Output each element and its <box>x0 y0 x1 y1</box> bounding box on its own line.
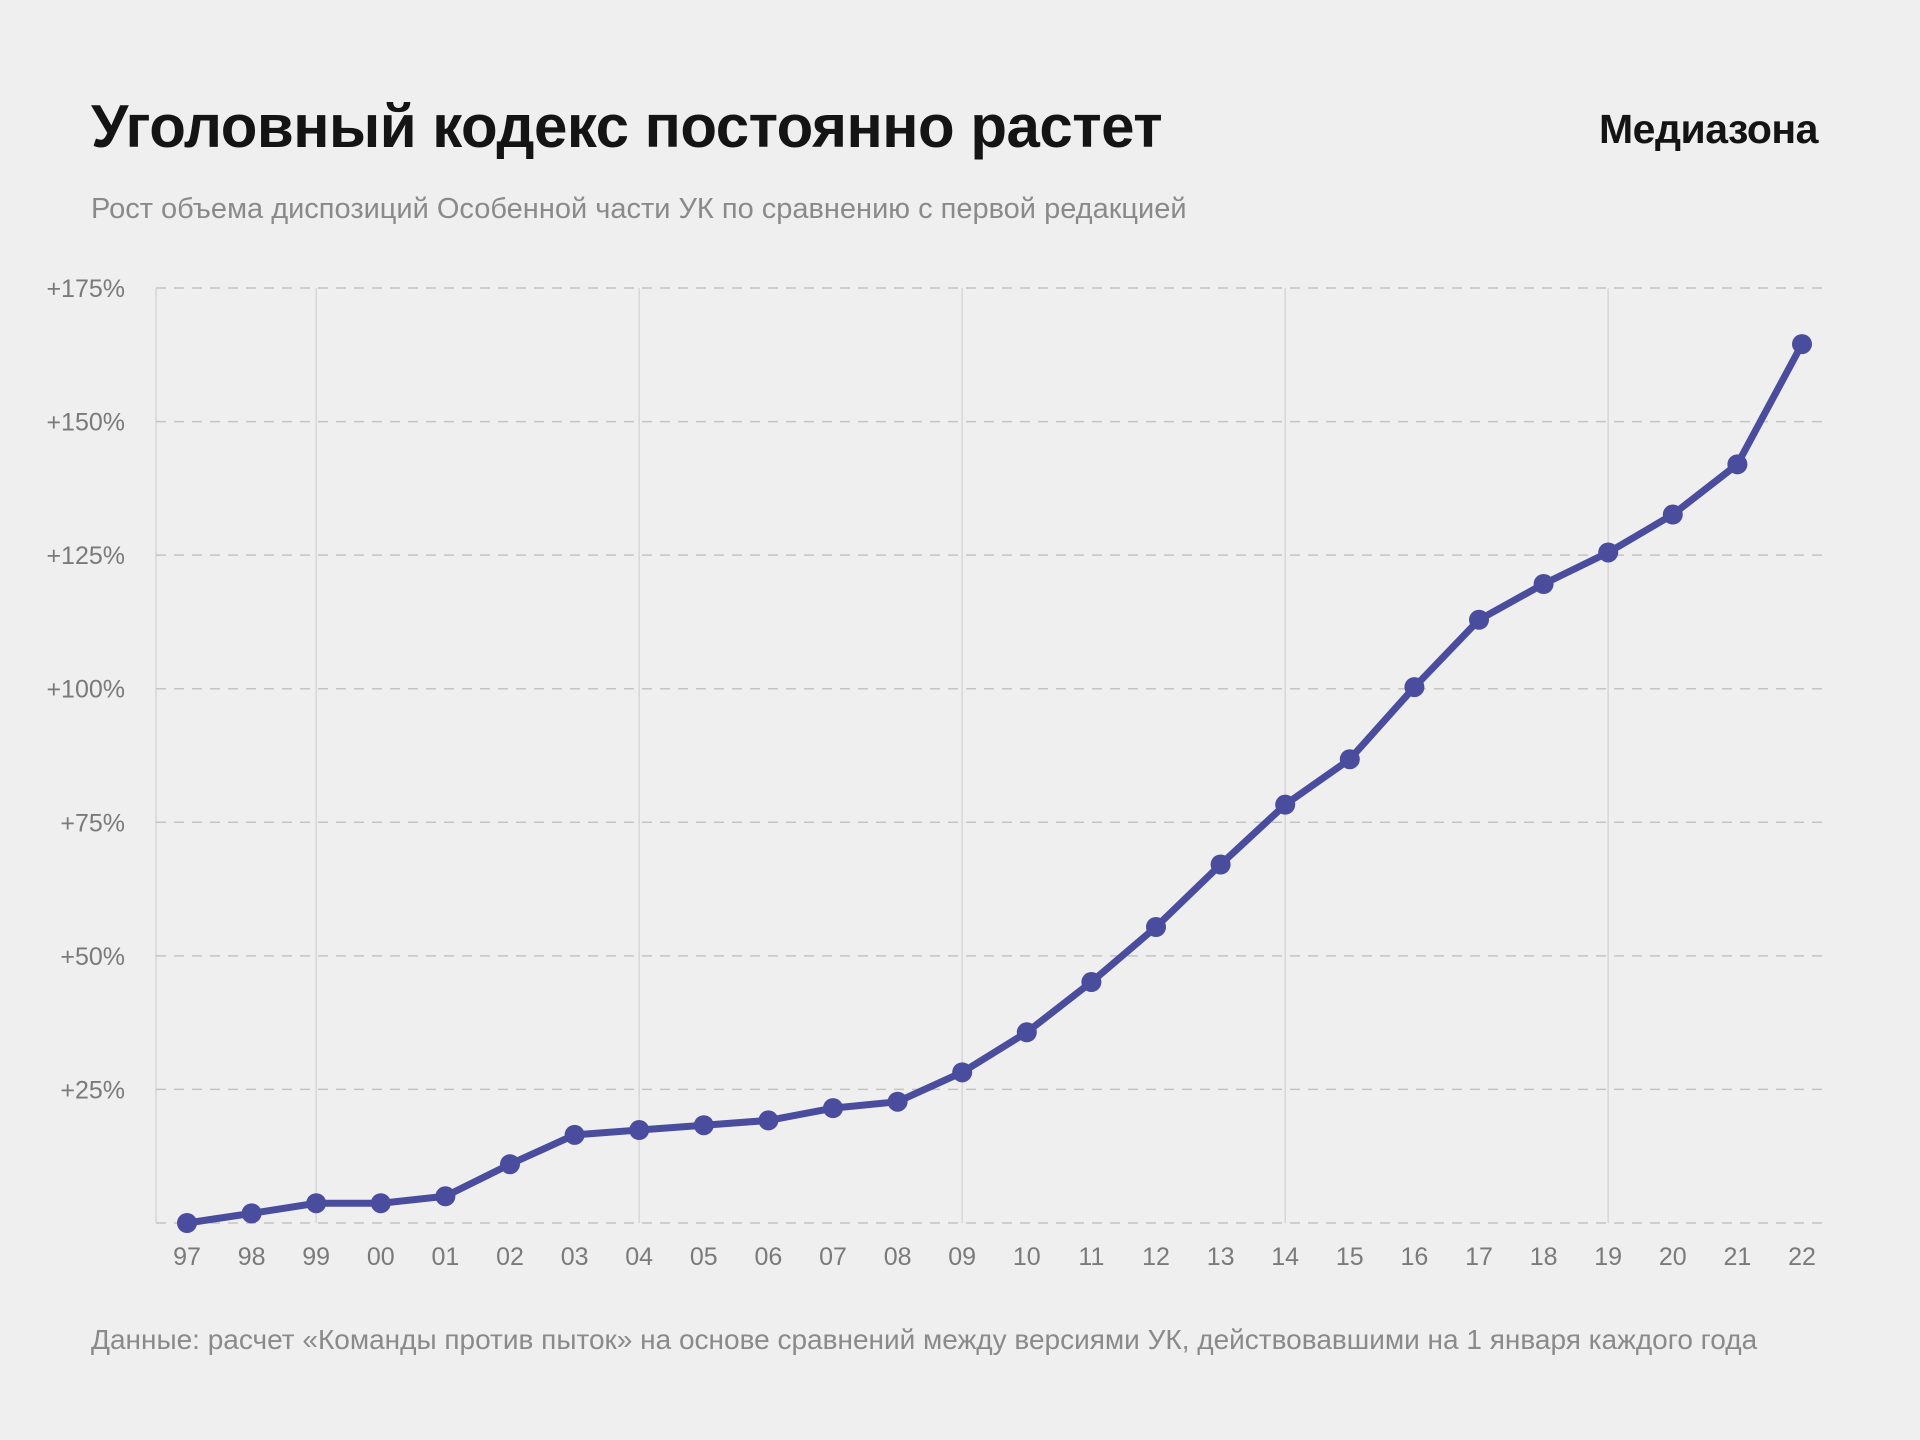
x-tick-label: 08 <box>884 1243 912 1271</box>
data-point-10 <box>1016 1022 1037 1043</box>
data-point-08 <box>887 1091 908 1112</box>
y-tick-label: +175% <box>46 275 125 303</box>
x-tick-label: 04 <box>625 1243 653 1271</box>
data-point-11 <box>1081 972 1102 993</box>
x-tick-label: 99 <box>302 1243 330 1271</box>
y-tick-label: +100% <box>46 676 125 704</box>
data-point-20 <box>1662 504 1683 525</box>
data-point-07 <box>823 1098 843 1119</box>
data-point-15 <box>1339 749 1360 770</box>
data-point-05 <box>693 1115 714 1136</box>
data-point-03 <box>564 1124 585 1145</box>
x-tick-label: 02 <box>496 1243 524 1271</box>
y-tick-label: +150% <box>46 409 125 437</box>
data-point-02 <box>500 1154 520 1175</box>
data-point-21 <box>1727 454 1748 475</box>
x-tick-label: 01 <box>431 1243 459 1271</box>
data-point-13 <box>1210 854 1231 875</box>
x-tick-label: 21 <box>1723 1243 1751 1271</box>
source-note: Данные: расчет «Команды против пыток» на… <box>91 1324 1758 1355</box>
x-tick-label: 10 <box>1013 1243 1041 1271</box>
data-point-01 <box>435 1186 456 1207</box>
data-point-99 <box>306 1193 327 1214</box>
x-tick-label: 14 <box>1271 1243 1299 1271</box>
x-tick-label: 97 <box>173 1243 201 1271</box>
data-point-12 <box>1146 917 1166 938</box>
data-point-06 <box>758 1110 779 1131</box>
x-tick-label: 19 <box>1594 1243 1622 1271</box>
x-tick-label: 11 <box>1078 1243 1104 1271</box>
data-point-18 <box>1533 573 1554 594</box>
x-tick-label: 06 <box>754 1243 782 1271</box>
y-tick-label: +125% <box>46 542 125 570</box>
data-point-00 <box>370 1193 391 1214</box>
data-point-16 <box>1404 677 1425 698</box>
data-point-04 <box>629 1120 650 1141</box>
x-tick-label: 13 <box>1207 1243 1235 1271</box>
data-point-14 <box>1275 794 1296 815</box>
x-tick-label: 03 <box>561 1243 589 1271</box>
series-line <box>183 340 1806 1227</box>
data-point-19 <box>1598 542 1619 563</box>
x-tick-label: 16 <box>1400 1243 1428 1271</box>
y-tick-label: +75% <box>60 809 125 837</box>
x-tick-label: 98 <box>238 1243 266 1271</box>
x-tick-label: 22 <box>1788 1243 1816 1271</box>
y-tick-label: +25% <box>60 1076 125 1104</box>
chart-title: Уголовный кодекс постоянно растет <box>91 93 1163 160</box>
x-tick-label: 12 <box>1142 1243 1170 1271</box>
chart-subtitle: Рост объема диспозиций Особенной части У… <box>91 193 1187 225</box>
mediazona-logo: Медиазона <box>1599 106 1818 152</box>
x-tick-label: 15 <box>1336 1243 1364 1271</box>
data-point-97 <box>177 1213 197 1233</box>
x-tick-label: 17 <box>1465 1243 1493 1271</box>
x-tick-label: 18 <box>1530 1243 1558 1271</box>
data-point-09 <box>952 1062 973 1083</box>
x-tick-label: 05 <box>690 1243 718 1271</box>
x-tick-label: 20 <box>1659 1243 1687 1271</box>
x-tick-label: 00 <box>367 1243 395 1271</box>
y-tick-label: +50% <box>60 943 125 971</box>
x-tick-label: 09 <box>948 1243 976 1271</box>
x-tick-label: 07 <box>819 1243 847 1271</box>
data-point-98 <box>241 1203 262 1224</box>
data-point-17 <box>1469 609 1489 630</box>
data-point-22 <box>1792 334 1812 355</box>
